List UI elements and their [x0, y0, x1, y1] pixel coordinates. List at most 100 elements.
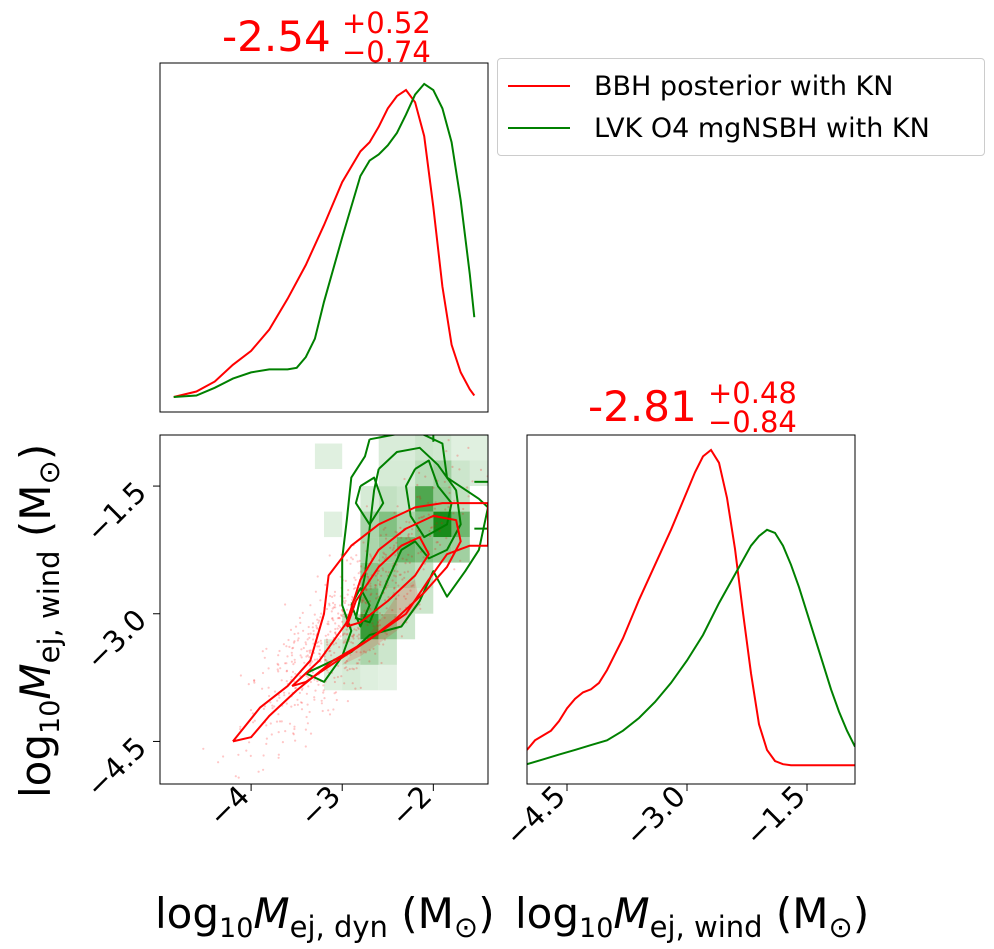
joint-red-sample: [222, 755, 225, 758]
joint-red-sample: [344, 599, 347, 603]
joint-red-sample: [362, 650, 366, 653]
joint-red-sample: [325, 607, 329, 611]
joint-red-sample: [284, 603, 287, 606]
joint-red-sample: [261, 687, 264, 690]
wind-marginal-frame: [526, 434, 856, 785]
joint-red-sample: [282, 643, 285, 646]
joint-red-sample: [410, 532, 413, 536]
joint-red-sample: [252, 721, 255, 724]
joint-red-sample: [271, 707, 274, 710]
joint-red-sample: [307, 625, 310, 629]
joint-red-sample: [359, 570, 362, 573]
joint-red-sample: [362, 599, 365, 602]
joint-red-sample: [365, 588, 368, 591]
joint-red-sample: [332, 606, 335, 609]
joint-red-sample: [418, 471, 421, 474]
joint-red-sample: [448, 491, 451, 495]
joint-red-sample: [379, 584, 382, 587]
joint-red-sample: [378, 612, 381, 615]
joint-red-sample: [324, 583, 327, 587]
joint-red-sample: [424, 475, 427, 478]
joint-red-sample: [318, 645, 321, 648]
joint-red-sample: [284, 730, 287, 733]
dyn-marginal-curves: [173, 82, 476, 398]
joint-red-sample: [334, 606, 337, 609]
joint-red-sample: [362, 541, 365, 544]
joint-red-sample: [322, 691, 325, 694]
joint-red-sample: [311, 622, 315, 625]
joint-red-sample: [316, 680, 319, 683]
joint-red-sample: [299, 701, 303, 704]
joint-red-sample: [410, 555, 413, 558]
joint-green-hist-cell: [415, 435, 434, 461]
joint-red-sample: [351, 642, 355, 645]
joint-red-sample: [365, 588, 368, 592]
joint-red-sample: [306, 638, 309, 641]
joint-red-sample: [298, 691, 301, 695]
joint-red-sample: [419, 607, 422, 611]
joint-red-sample: [419, 550, 422, 554]
wind-marginal-title-plus: +0.48: [708, 376, 797, 410]
joint-red-sample: [312, 638, 315, 641]
joint-red-sample: [269, 722, 272, 725]
joint-red-sample: [301, 687, 304, 690]
joint-red-sample: [384, 599, 387, 602]
joint-red-sample: [347, 603, 350, 607]
joint-red-sample: [253, 679, 256, 682]
joint-red-sample: [307, 632, 310, 636]
joint-red-sample: [369, 587, 372, 590]
joint-green-hist-cell: [360, 486, 379, 512]
joint-red-sample: [276, 668, 279, 671]
joint-red-sample: [404, 562, 407, 565]
joint-red-sample: [314, 590, 317, 593]
joint-red-sample: [312, 633, 315, 636]
joint-red-sample: [412, 584, 415, 587]
dyn-marginal-line-bbh: [173, 88, 476, 398]
joint-red-sample: [305, 655, 308, 658]
wind-marginal-x-ticks: −4.5 −3.0 −1.5: [498, 779, 812, 853]
joint-red-sample: [336, 617, 339, 620]
joint-red-sample: [377, 570, 380, 573]
joint-red-sample: [343, 632, 346, 635]
joint-red-sample: [364, 601, 367, 604]
joint-red-sample: [327, 620, 330, 623]
legend-label-bbh: BBH posterior with KN: [594, 70, 894, 102]
legend-swatch-bbh: [508, 85, 570, 87]
joint-red-sample: [427, 513, 430, 516]
joint-red-sample: [443, 480, 446, 483]
joint-red-sample: [342, 641, 345, 644]
joint-red-sample: [337, 664, 340, 668]
joint-red-sample: [369, 553, 372, 556]
joint-red-sample: [337, 637, 340, 640]
joint-red-sample: [357, 637, 360, 640]
joint-red-sample: [383, 616, 386, 619]
joint-red-sample: [396, 570, 399, 573]
joint-red-sample: [311, 671, 314, 674]
joint-red-sample: [300, 708, 304, 711]
joint-red-sample: [452, 512, 455, 515]
joint-red-sample: [399, 607, 402, 611]
joint-red-sample: [401, 578, 404, 581]
dyn-marginal-title-minus: −0.74: [342, 35, 431, 69]
joint-red-sample: [377, 569, 380, 572]
joint-green-contour: [350, 587, 371, 628]
joint-red-sample: [253, 679, 256, 683]
joint-red-sample: [369, 593, 372, 597]
joint-red-sample: [355, 650, 358, 654]
joint-green-histogram: [314, 435, 488, 691]
joint-red-sample: [245, 749, 248, 752]
joint-red-sample: [363, 609, 366, 612]
joint-red-sample: [306, 722, 309, 725]
joint-red-sample: [358, 615, 361, 618]
joint-red-sample: [345, 666, 348, 669]
joint-red-sample: [369, 608, 372, 611]
joint-red-sample: [424, 427, 426, 429]
joint-red-sample: [305, 692, 308, 695]
joint-red-sample: [269, 701, 272, 704]
joint-red-sample: [333, 680, 336, 684]
joint-red-sample: [340, 675, 343, 678]
joint-red-sample: [355, 667, 358, 670]
joint-red-sample: [327, 709, 330, 712]
joint-red-sample: [309, 604, 312, 607]
joint-red-sample: [322, 684, 325, 687]
